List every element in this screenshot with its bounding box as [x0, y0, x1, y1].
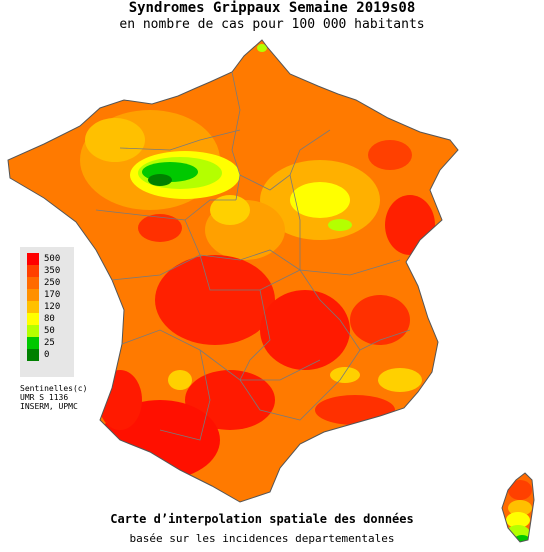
credit-line-2: UMR S 1136	[20, 393, 69, 402]
map-title: Syndromes Grippaux Semaine 2019s08	[128, 0, 416, 16]
legend-item: 350	[20, 265, 74, 277]
footer-subtitle: basée sur les incidences departementales	[129, 532, 395, 545]
legend-label: 50	[44, 326, 55, 336]
legend-label: 25	[44, 338, 55, 348]
france-outline	[7, 39, 459, 503]
credit-line-3: INSERM, UPMC	[20, 402, 78, 411]
credits: Sentinelles(c) UMR S 1136 INSERM, UPMC	[20, 384, 87, 411]
legend-swatch	[27, 265, 39, 277]
legend-swatch	[27, 337, 39, 349]
legend-swatch	[27, 253, 39, 265]
legend-swatch	[27, 289, 39, 301]
legend-label: 120	[44, 302, 61, 312]
legend-item: 0	[20, 349, 74, 361]
legend-label: 500	[44, 254, 61, 264]
legend-item: 170	[20, 289, 74, 301]
legend-swatch	[27, 349, 39, 361]
legend-label: 170	[44, 290, 61, 300]
credit-line-1: Sentinelles(c)	[20, 384, 88, 393]
footer-title: Carte d’interpolation spatiale des donné…	[110, 512, 414, 526]
region-borders	[95, 71, 411, 441]
color-legend: 500 350 250 170 120 80 50 25 0	[20, 247, 74, 377]
legend-swatch	[27, 301, 39, 313]
legend-label: 0	[44, 350, 50, 360]
legend-swatch	[27, 277, 39, 289]
legend-item: 250	[20, 277, 74, 289]
map-subtitle: en nombre de cas pour 100 000 habitants	[119, 17, 425, 32]
legend-label: 80	[44, 314, 55, 324]
legend-item: 25	[20, 337, 74, 349]
legend-item: 50	[20, 325, 74, 337]
legend-label: 350	[44, 266, 61, 276]
legend-item: 80	[20, 313, 74, 325]
legend-label: 250	[44, 278, 61, 288]
legend-item: 120	[20, 301, 74, 313]
legend-swatch	[27, 325, 39, 337]
corsica-outline	[501, 472, 535, 543]
legend-swatch	[27, 313, 39, 325]
legend-item: 500	[20, 253, 74, 265]
